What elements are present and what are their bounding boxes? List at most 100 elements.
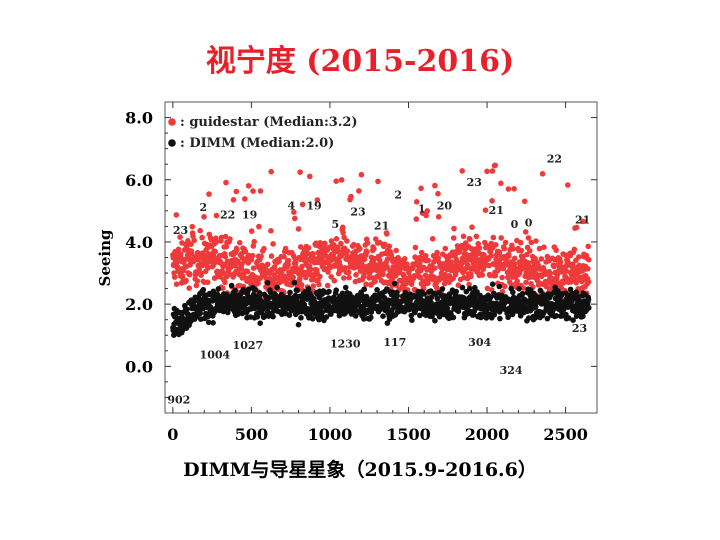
guidestar-point	[270, 241, 276, 247]
x-tick-label: 0	[167, 425, 178, 444]
guidestar-point	[338, 240, 344, 247]
legend-label: : DIMM (Median:2.0)	[180, 136, 334, 151]
guidestar-point	[317, 273, 323, 280]
guidestar-point	[585, 265, 591, 272]
guidestar-point	[223, 179, 229, 186]
dimm-point	[580, 313, 586, 320]
y-tick-label: 2.0	[125, 295, 153, 314]
dimm-point	[361, 286, 368, 293]
guidestar-point	[223, 243, 230, 250]
dimm-point	[483, 315, 490, 321]
dimm-point	[439, 286, 446, 292]
guidestar-point	[297, 244, 304, 250]
annotation-label: 23	[350, 206, 365, 219]
guidestar-point	[455, 282, 462, 289]
guidestar-point	[499, 274, 505, 281]
guidestar-point	[197, 227, 203, 234]
guidestar-point	[484, 285, 491, 292]
guidestar-point	[201, 214, 207, 220]
annotation-label: 19	[306, 199, 321, 212]
guidestar-point	[340, 229, 346, 236]
guidestar-point	[307, 173, 313, 180]
dimm-point	[519, 290, 526, 297]
y-tick-label: 4.0	[125, 233, 153, 252]
dimm-point	[214, 291, 220, 297]
guidestar-point	[222, 279, 228, 286]
guidestar-point	[282, 245, 289, 252]
guidestar-point	[291, 209, 297, 215]
dimm-point	[257, 320, 264, 327]
guidestar-point	[467, 236, 473, 242]
guidestar-point	[212, 248, 219, 255]
guidestar-point	[340, 224, 346, 231]
guidestar-point	[188, 241, 194, 247]
guidestar-point	[533, 238, 539, 244]
guidestar-point	[222, 253, 229, 260]
dimm-point	[516, 286, 522, 292]
guidestar-point	[341, 275, 347, 281]
x-tick-label: 2000	[465, 425, 510, 444]
guidestar-point	[173, 281, 180, 288]
guidestar-point	[453, 258, 460, 265]
annotation-label: 23	[173, 224, 188, 237]
guidestar-point	[310, 251, 316, 257]
dimm-point	[200, 286, 207, 293]
guidestar-point	[264, 261, 271, 268]
dimm-point	[291, 279, 298, 286]
annotation-label: 1004	[200, 349, 231, 362]
guidestar-point	[249, 252, 256, 259]
dimm-point	[394, 293, 401, 299]
guidestar-point	[539, 171, 546, 177]
dimm-point	[239, 310, 246, 317]
guidestar-point	[299, 201, 306, 208]
guidestar-point	[514, 278, 520, 285]
legend-marker	[168, 118, 176, 126]
guidestar-point	[310, 283, 317, 289]
dimm-point	[510, 289, 516, 296]
dimm-point	[232, 287, 238, 294]
guidestar-point	[412, 254, 418, 260]
guidestar-point	[331, 277, 338, 284]
guidestar-point	[175, 246, 182, 253]
guidestar-point	[261, 245, 267, 252]
guidestar-point	[380, 271, 386, 278]
guidestar-point	[257, 188, 264, 194]
dimm-point	[256, 290, 263, 296]
guidestar-point	[344, 238, 350, 244]
dimm-point	[450, 314, 457, 321]
guidestar-point	[324, 282, 331, 289]
guidestar-point	[364, 249, 370, 255]
guidestar-point	[206, 191, 212, 197]
guidestar-point	[498, 180, 504, 187]
annotation-label: 0	[525, 216, 533, 229]
guidestar-point	[194, 278, 201, 284]
guidestar-point	[205, 265, 211, 271]
guidestar-point	[424, 208, 431, 214]
guidestar-point	[573, 224, 580, 231]
guidestar-point	[496, 249, 503, 255]
guidestar-point	[250, 243, 257, 249]
dimm-point	[497, 315, 503, 322]
guidestar-point	[348, 193, 354, 200]
guidestar-point	[188, 250, 195, 257]
x-tick-label: 1500	[386, 425, 431, 444]
guidestar-point	[183, 277, 189, 284]
guidestar-point	[199, 234, 205, 241]
dimm-point	[537, 287, 544, 294]
guidestar-point	[356, 188, 362, 194]
guidestar-point	[219, 270, 226, 277]
guidestar-point	[213, 212, 220, 219]
dimm-point	[361, 316, 367, 322]
guidestar-point	[372, 278, 379, 285]
guidestar-point	[523, 279, 529, 286]
guidestar-point	[234, 247, 240, 253]
guidestar-point	[338, 253, 345, 259]
guidestar-point	[511, 261, 518, 267]
guidestar-point	[488, 253, 494, 259]
dimm-point	[270, 313, 276, 320]
guidestar-point	[580, 218, 586, 225]
guidestar-point	[489, 198, 495, 204]
dimm-point	[333, 287, 340, 294]
annotation-label: 21	[575, 213, 590, 226]
